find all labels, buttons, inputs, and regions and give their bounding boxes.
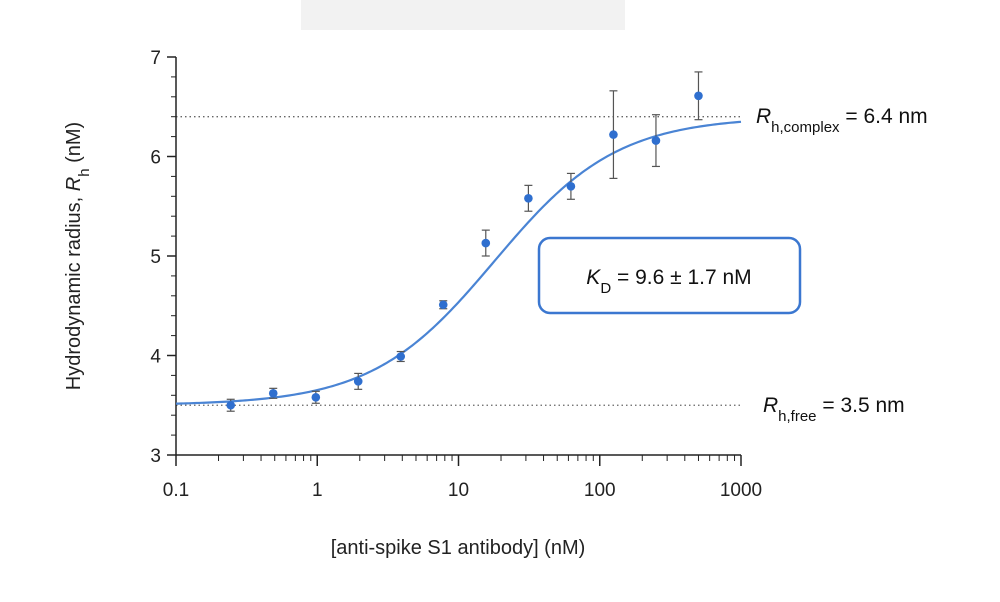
y-axis-title-main: Hydrodynamic radius, xyxy=(63,191,85,390)
x-tick-label: 1 xyxy=(312,480,323,501)
data-point xyxy=(311,392,321,402)
y-tick-label: 6 xyxy=(150,148,161,169)
kd-annotation-box xyxy=(537,236,802,315)
data-point xyxy=(609,130,618,139)
kd-value: = 9.6 ± 1.7 nM xyxy=(611,266,752,289)
rh-complex-text: = 6.4 nm xyxy=(840,105,928,128)
data-point xyxy=(481,238,491,248)
header-band xyxy=(301,0,625,30)
rh-free-sub: h,free xyxy=(778,408,816,425)
x-tick-label: 1000 xyxy=(720,480,762,501)
y-tick-label: 3 xyxy=(150,446,161,467)
data-points xyxy=(226,91,703,410)
x-tick-label: 100 xyxy=(584,480,616,501)
rh-complex-symbol: R xyxy=(756,105,771,128)
data-point xyxy=(566,182,576,191)
kd-symbol: K xyxy=(586,266,601,289)
y-axis: 3 4 5 6 7 xyxy=(150,48,177,467)
rh-free-symbol: R xyxy=(763,394,778,417)
data-point xyxy=(226,400,236,410)
y-axis-title-sub: h xyxy=(76,168,93,176)
data-point xyxy=(651,136,661,145)
y-axis-title: Hydrodynamic radius, Rh (nM) xyxy=(63,122,93,390)
data-point xyxy=(268,389,278,398)
y-axis-title-unit: (nM) xyxy=(63,122,85,169)
y-tick-label: 5 xyxy=(150,247,161,268)
y-tick-label: 7 xyxy=(150,48,161,69)
data-point xyxy=(396,352,406,361)
x-axis-title: [anti-spike S1 antibody] (nM) xyxy=(331,537,586,559)
kd-sub: D xyxy=(600,280,611,297)
x-tick-label: 0.1 xyxy=(163,480,189,501)
rh-free-text: = 3.5 nm xyxy=(817,394,905,417)
x-tick-label: 10 xyxy=(448,480,469,501)
kd-annotation-text: KD = 9.6 ± 1.7 nM xyxy=(586,266,751,297)
rh-complex-sub: h,complex xyxy=(771,119,840,136)
data-point xyxy=(524,193,533,203)
y-axis-title-symbol: R xyxy=(63,177,85,191)
rh-free-label: Rh,free = 3.5 nm xyxy=(763,394,905,425)
data-point xyxy=(438,300,448,310)
y-tick-label: 4 xyxy=(150,347,161,368)
x-axis: 0.1 1 10 100 1000 xyxy=(163,454,762,501)
rh-complex-label: Rh,complex = 6.4 nm xyxy=(756,105,928,136)
data-point xyxy=(353,377,363,386)
data-point xyxy=(694,91,703,101)
